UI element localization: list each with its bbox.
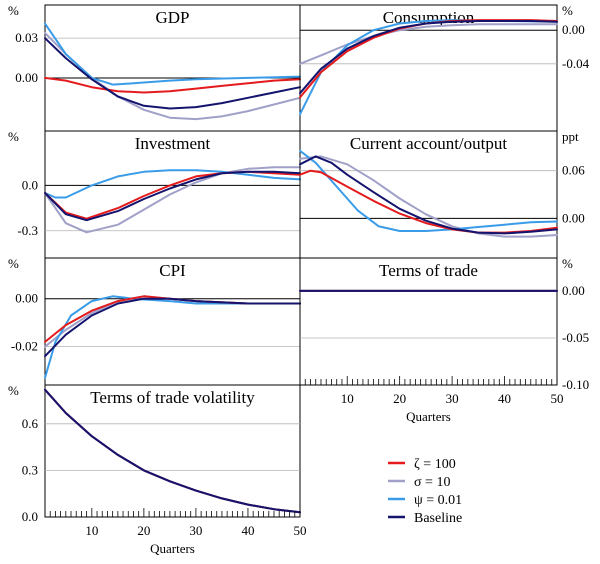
series-line-sigma	[44, 31, 301, 121]
ytick-label: -0.10	[562, 377, 589, 392]
legend-label-base: Baseline	[414, 511, 462, 526]
panel-title: Terms of trade	[379, 261, 478, 280]
series-line-base	[44, 37, 301, 110]
panel-title: Terms of trade volatility	[90, 388, 255, 407]
xtick-label: 10	[85, 523, 98, 538]
series-line-sigma	[44, 388, 301, 514]
unit-label: %	[562, 256, 573, 271]
legend-label-sigma: σ = 10	[414, 475, 450, 490]
xtick-label: 30	[189, 523, 202, 538]
ytick-label: 0.00	[15, 70, 38, 85]
series-line-psi	[44, 295, 301, 379]
panel-consumption: 0.00-0.04%Consumption	[299, 3, 590, 132]
panel-current_account: 0.06 0.00 ppt Current account/output	[299, 129, 585, 259]
x-axis-label: Quarters	[406, 409, 451, 424]
legend-label-zeta: ζ = 100	[414, 457, 456, 472]
ytick-label: 0.3	[22, 462, 38, 477]
xtick-label: 20	[137, 523, 150, 538]
panel-title: GDP	[155, 8, 189, 27]
xtick-label: 40	[498, 391, 511, 406]
ytick-label: -0.05	[562, 330, 589, 345]
ytick-label: 0.00	[562, 22, 585, 37]
xtick-label: 50	[294, 523, 307, 538]
panel-gdp: 0.03 0.00% GDP	[8, 3, 301, 132]
unit-label: %	[8, 129, 19, 144]
series-line-base	[299, 20, 558, 95]
series-line-base	[44, 388, 301, 514]
ytick-label: 0.06	[562, 163, 585, 178]
x-axis-label: Quarters	[150, 541, 195, 556]
series-line-sigma	[299, 155, 558, 238]
ytick-label: 0.0	[22, 177, 38, 192]
panel-title: CPI	[159, 261, 186, 280]
panel-title: Investment	[135, 134, 211, 153]
legend-label-psi: ψ = 0.01	[414, 493, 462, 508]
unit-label: ppt	[562, 129, 579, 144]
xtick-label: 20	[393, 391, 406, 406]
panel-title: Current account/output	[350, 134, 507, 153]
panel-investment: 0.0 -0.3% Investment	[8, 129, 301, 259]
unit-label: %	[8, 3, 19, 18]
xtick-label: 50	[551, 391, 564, 406]
ytick-label: 0.00	[15, 291, 38, 306]
series-line-zeta	[299, 19, 558, 99]
ytick-label: 0.6	[22, 416, 39, 431]
ytick-label: 0.00	[562, 210, 585, 225]
ytick-label: -0.3	[17, 223, 38, 238]
ytick-label: 0.03	[15, 30, 38, 45]
ytick-label: 0.00	[562, 283, 585, 298]
unit-label: %	[562, 3, 573, 18]
ytick-label: -0.02	[11, 339, 38, 354]
series-line-sigma	[44, 166, 301, 234]
series-line-psi	[44, 169, 301, 199]
ytick-label: -0.04	[562, 56, 590, 71]
ytick-label: 0.0	[22, 509, 38, 524]
series-line-sigma	[299, 23, 558, 65]
series-line-zeta	[44, 76, 301, 94]
xtick-label: 30	[446, 391, 459, 406]
series-line-zeta	[44, 388, 301, 514]
unit-label: %	[8, 383, 19, 398]
panel-frame	[299, 257, 558, 386]
xtick-label: 10	[341, 391, 354, 406]
unit-label: %	[8, 256, 19, 271]
panel-cpi: 0.00 -0.02% CPI	[8, 256, 301, 386]
series-line-base	[299, 155, 558, 235]
series-line-psi	[44, 388, 301, 514]
series-line-psi	[44, 22, 301, 86]
legend: ζ = 100 σ = 10 ψ = 0.01 Baseline	[388, 457, 462, 526]
series-line-base	[44, 170, 301, 222]
panel-terms_of_trade: 0.00 -0.05 -0.10% Terms of trade 10 20 30 40 50 Q…	[299, 256, 589, 424]
panel-tot_volatility: 0.6 0.3 0.0% Terms of trade volatility 10 20 3…	[8, 383, 307, 556]
series-line-psi	[299, 19, 558, 116]
panel-frame	[44, 384, 301, 518]
series-line-psi	[299, 149, 558, 232]
series-line-base	[44, 297, 301, 358]
series-line-zeta	[44, 170, 301, 220]
xtick-label: 40	[241, 523, 254, 538]
